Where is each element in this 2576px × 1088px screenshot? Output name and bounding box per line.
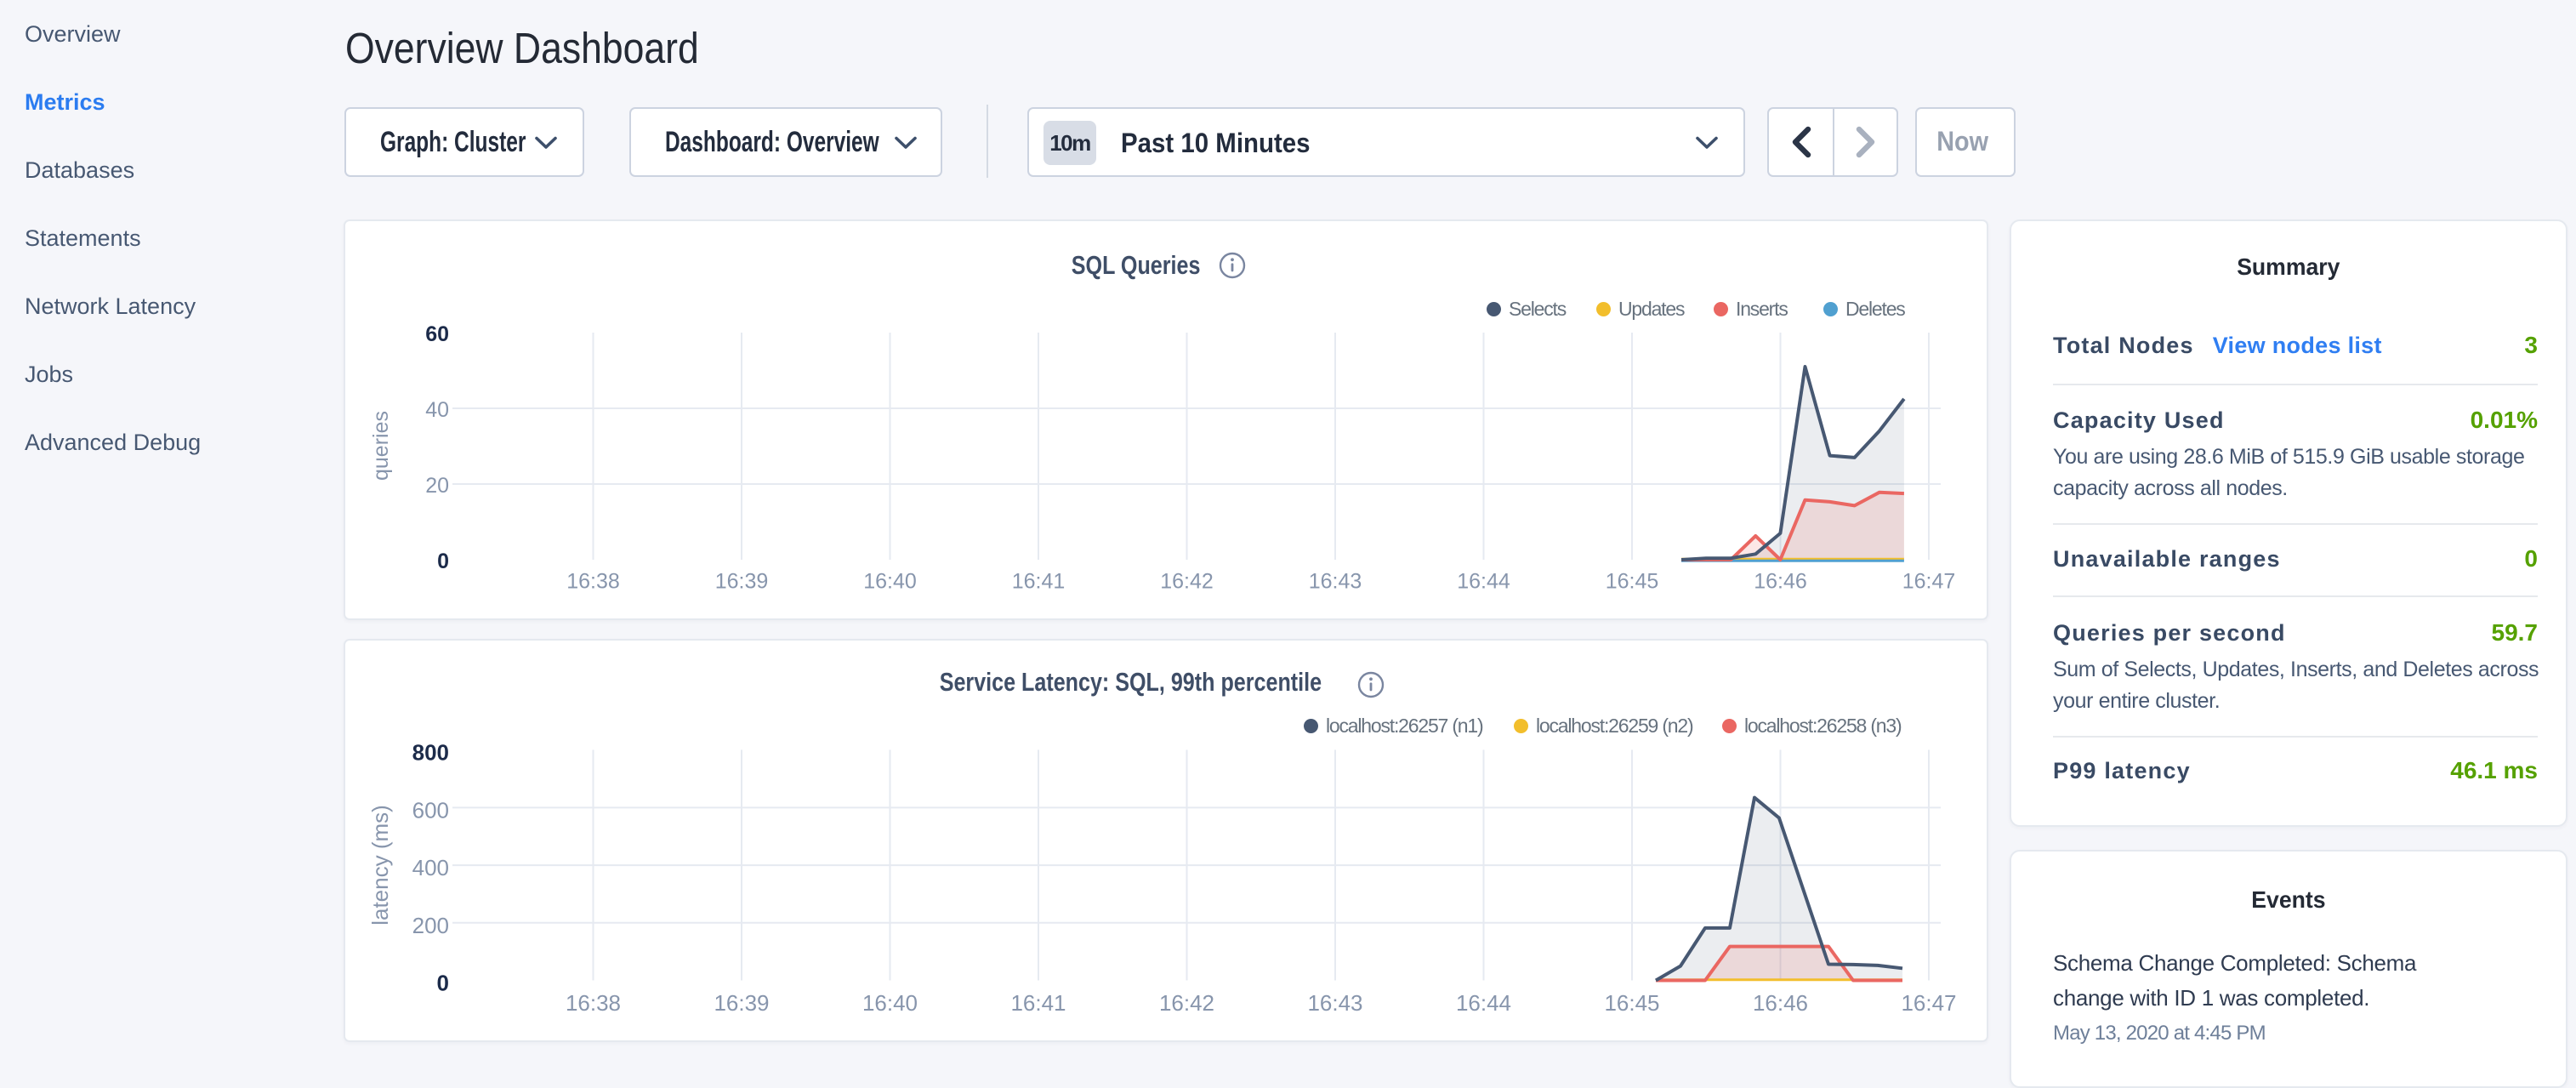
- svg-text:16:40: 16:40: [862, 990, 918, 1016]
- svg-text:queries: queries: [369, 411, 393, 481]
- svg-text:16:38: 16:38: [566, 990, 621, 1016]
- svg-text:20: 20: [425, 474, 449, 498]
- svg-text:16:47: 16:47: [1902, 570, 1956, 594]
- svg-text:400: 400: [412, 855, 449, 880]
- svg-text:16:44: 16:44: [1457, 570, 1510, 594]
- svg-text:16:47: 16:47: [1901, 990, 1956, 1016]
- svg-text:16:45: 16:45: [1606, 570, 1659, 594]
- svg-text:16:44: 16:44: [1456, 990, 1511, 1016]
- svg-text:16:45: 16:45: [1604, 990, 1659, 1016]
- svg-text:16:39: 16:39: [714, 990, 769, 1016]
- svg-text:16:39: 16:39: [715, 570, 769, 594]
- svg-text:16:40: 16:40: [863, 570, 917, 594]
- svg-text:16:41: 16:41: [1010, 990, 1066, 1016]
- svg-text:800: 800: [412, 740, 449, 766]
- svg-text:600: 600: [412, 797, 449, 823]
- svg-text:60: 60: [425, 322, 449, 346]
- svg-text:latency (ms): latency (ms): [367, 805, 393, 926]
- svg-text:16:46: 16:46: [1753, 990, 1808, 1016]
- svg-text:0: 0: [437, 550, 449, 573]
- svg-text:16:46: 16:46: [1754, 570, 1807, 594]
- svg-text:16:43: 16:43: [1307, 990, 1362, 1016]
- svg-text:16:41: 16:41: [1012, 570, 1066, 594]
- svg-text:16:38: 16:38: [566, 570, 620, 594]
- svg-text:200: 200: [412, 913, 449, 938]
- svg-text:16:43: 16:43: [1309, 570, 1362, 594]
- svg-text:40: 40: [425, 398, 449, 422]
- svg-text:16:42: 16:42: [1160, 570, 1214, 594]
- svg-text:0: 0: [437, 971, 449, 996]
- svg-text:16:42: 16:42: [1159, 990, 1214, 1016]
